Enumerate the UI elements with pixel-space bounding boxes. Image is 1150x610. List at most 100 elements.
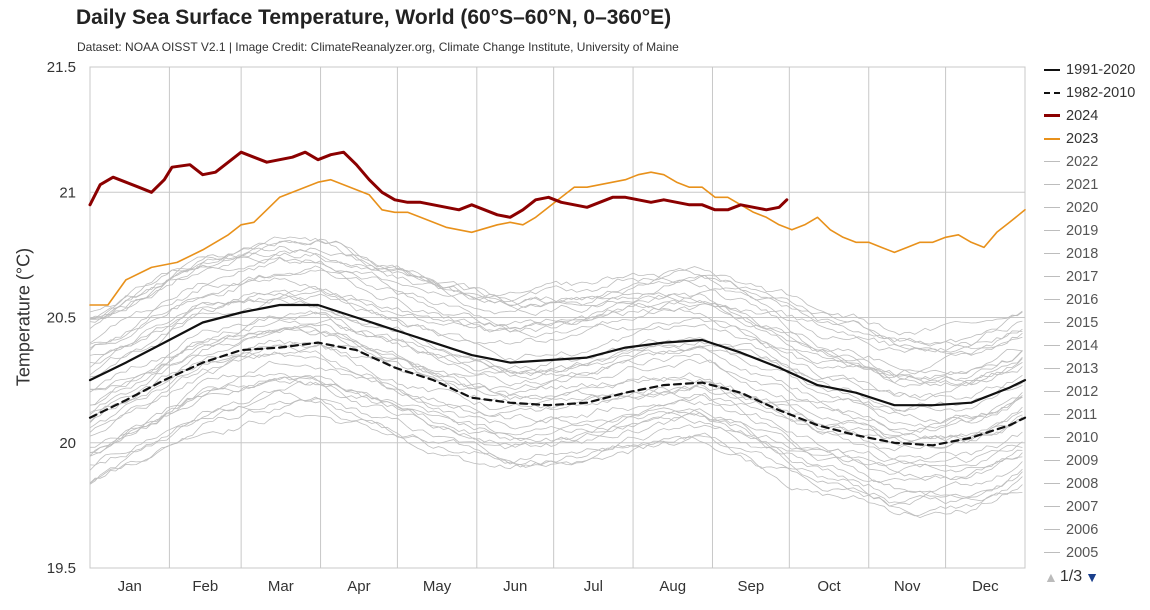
legend-item[interactable]: 2011 — [1044, 403, 1148, 426]
legend-swatch — [1044, 230, 1060, 231]
legend-swatch — [1044, 207, 1060, 208]
legend-item[interactable]: 2022 — [1044, 150, 1148, 173]
past-year-line — [89, 257, 1023, 378]
x-tick-label: Jun — [503, 578, 527, 595]
legend-item[interactable]: 2016 — [1044, 288, 1148, 311]
x-tick-label: Nov — [894, 578, 921, 595]
past-year-line — [89, 351, 1023, 473]
past-year-line — [89, 240, 1023, 336]
legend-swatch — [1044, 391, 1060, 392]
legend-item[interactable]: 2015 — [1044, 311, 1148, 334]
legend-item[interactable]: 2021 — [1044, 173, 1148, 196]
past-year-line — [89, 269, 1023, 384]
x-tick-label: Mar — [268, 578, 294, 595]
legend-swatch — [1044, 91, 1060, 94]
legend-swatch — [1044, 299, 1060, 300]
legend-label: 2008 — [1066, 475, 1099, 492]
x-tick-label: Aug — [659, 578, 686, 595]
legend-label: 1982-2010 — [1066, 84, 1136, 101]
pager-text: 1/3 — [1059, 568, 1083, 585]
legend-label: 2016 — [1066, 291, 1099, 308]
chart-subtitle: Dataset: NOAA OISST V2.1 | Image Credit:… — [77, 40, 679, 54]
past-year-line — [89, 245, 1023, 355]
triangle-up-icon[interactable]: ▲ — [1044, 569, 1058, 585]
legend-item[interactable]: 2009 — [1044, 449, 1148, 472]
legend-swatch — [1044, 552, 1060, 553]
legend-label: 2024 — [1066, 107, 1099, 124]
past-year-line — [89, 412, 1023, 517]
past-year-line — [89, 310, 1023, 412]
legend-swatch — [1044, 114, 1060, 117]
legend-item[interactable]: 2024 — [1044, 104, 1148, 127]
legend-item[interactable]: 2020 — [1044, 196, 1148, 219]
legend-swatch — [1044, 529, 1060, 530]
legend-label: 2006 — [1066, 521, 1099, 538]
past-year-line — [89, 256, 1023, 347]
legend-label: 2021 — [1066, 176, 1099, 193]
legend-item[interactable]: 2023 — [1044, 127, 1148, 150]
legend-item[interactable]: 2013 — [1044, 357, 1148, 380]
legend-label: 2012 — [1066, 383, 1099, 400]
series-1982-2010-line — [88, 341, 1027, 447]
legend-item[interactable]: 2007 — [1044, 495, 1148, 518]
legend-label: 2019 — [1066, 222, 1099, 239]
past-year-line — [89, 329, 1023, 436]
legend-label: 2005 — [1066, 544, 1099, 561]
legend-item[interactable]: 2012 — [1044, 380, 1148, 403]
legend-item[interactable]: 2006 — [1044, 518, 1148, 541]
x-tick-label: Dec — [972, 578, 999, 595]
legend-swatch — [1044, 483, 1060, 484]
past-year-line — [89, 265, 1023, 381]
past-year-line — [89, 326, 1023, 442]
past-year-line — [89, 323, 1023, 449]
past-year-line — [89, 398, 1023, 519]
legend-label: 2017 — [1066, 268, 1099, 285]
past-year-line — [89, 238, 1023, 372]
past-year-line — [89, 277, 1023, 388]
series-2023-line — [89, 171, 1026, 306]
past-year-line — [89, 288, 1023, 386]
y-tick-label: 21 — [59, 184, 76, 201]
x-tick-label: May — [423, 578, 452, 595]
legend-swatch — [1044, 276, 1060, 277]
past-year-line — [89, 293, 1023, 401]
past-year-line — [89, 341, 1023, 445]
past-year-line — [89, 376, 1023, 481]
x-tick-label: Jul — [584, 578, 603, 595]
legend-swatch — [1044, 506, 1060, 507]
legend-swatch — [1044, 368, 1060, 369]
legend-label: 2022 — [1066, 153, 1099, 170]
legend-swatch — [1044, 345, 1060, 346]
x-tick-label: Sep — [738, 578, 765, 595]
legend-item[interactable]: 2019 — [1044, 219, 1148, 242]
past-year-line — [89, 360, 1023, 467]
legend-label: 2010 — [1066, 429, 1099, 446]
legend-item[interactable]: 2014 — [1044, 334, 1148, 357]
series-2024-line — [88, 150, 789, 219]
legend-label: 2009 — [1066, 452, 1099, 469]
triangle-down-icon[interactable]: ▼ — [1085, 569, 1099, 585]
legend-item[interactable]: 2005 — [1044, 541, 1148, 564]
legend-item[interactable]: 1982-2010 — [1044, 81, 1148, 104]
legend-item[interactable]: 2010 — [1044, 426, 1148, 449]
legend-item[interactable]: 2018 — [1044, 242, 1148, 265]
series-1991-2020-line — [88, 303, 1027, 407]
legend-swatch — [1044, 322, 1060, 323]
legend-item[interactable]: 2017 — [1044, 265, 1148, 288]
legend-swatch — [1044, 414, 1060, 415]
legend-label: 2013 — [1066, 360, 1099, 377]
legend-swatch — [1044, 184, 1060, 185]
past-year-line — [89, 375, 1023, 499]
x-tick-label: Jan — [118, 578, 142, 595]
legend-pager: ▲ 1/3 ▼ — [1044, 568, 1099, 586]
legend-swatch — [1044, 460, 1060, 461]
past-year-line — [89, 325, 1023, 429]
legend-label: 2007 — [1066, 498, 1099, 515]
past-year-line — [89, 298, 1023, 413]
legend-label: 2011 — [1066, 406, 1098, 423]
legend-item[interactable]: 2008 — [1044, 472, 1148, 495]
legend-swatch — [1044, 68, 1060, 71]
y-tick-label: 21.5 — [47, 59, 76, 76]
legend-item[interactable]: 1991-2020 — [1044, 58, 1148, 81]
legend-swatch — [1044, 253, 1060, 254]
